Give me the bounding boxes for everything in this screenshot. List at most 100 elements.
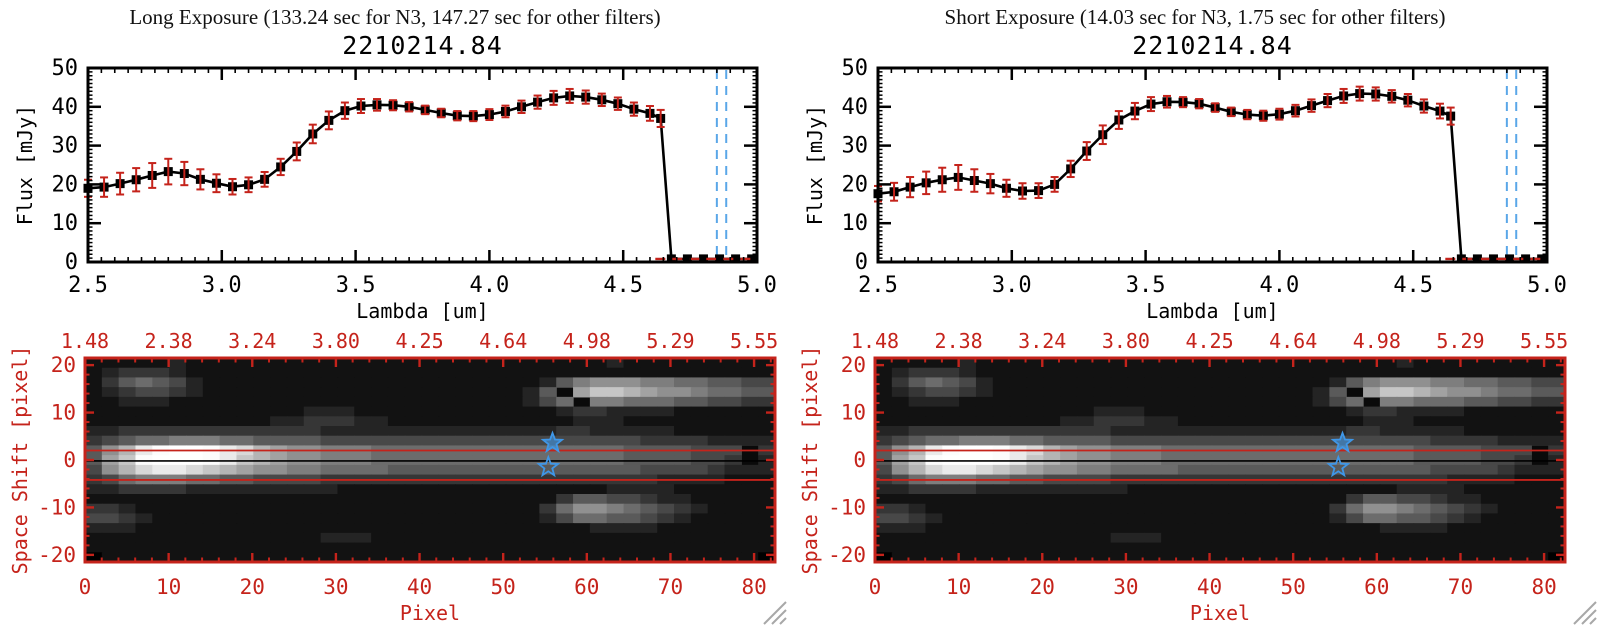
y-tick-label: 0 bbox=[855, 250, 868, 275]
data-point-marker bbox=[747, 254, 757, 264]
spectrum-plot: 2.5 3.0 3.5 4.0 4.5 5.0 0 10 20 30 40 50 Lambda [um]… bbox=[13, 56, 777, 323]
object-id-title: 2210214.84 bbox=[1132, 31, 1293, 60]
exposure-header: Short Exposure (14.03 sec for N3, 1.75 s… bbox=[944, 5, 1446, 29]
pixel-tick-label: 80 bbox=[741, 575, 766, 599]
pixel-tick-label: 0 bbox=[869, 575, 882, 599]
pixel-tick-label: 60 bbox=[1364, 575, 1389, 599]
x-tick-label: 3.5 bbox=[336, 273, 376, 298]
pixel-tick-label: 10 bbox=[156, 575, 181, 599]
top-wavelength-label: 5.55 bbox=[730, 329, 778, 353]
window-long-exposure: 2.5 3.0 3.5 4.0 4.5 5.0 0 10 20 30 40 50 Lambda [um]… bbox=[0, 0, 790, 630]
x-tick-label: 4.0 bbox=[1260, 273, 1300, 298]
window-resize-grip[interactable] bbox=[1573, 601, 1597, 625]
spectrum-plot: 2.5 3.0 3.5 4.0 4.5 5.0 0 10 20 30 40 50 Lambda [um]… bbox=[803, 56, 1567, 323]
pixel-tick-label: 20 bbox=[1030, 575, 1055, 599]
position-star-marker bbox=[1326, 454, 1351, 478]
shift-axis-title: Space Shift [pixel] bbox=[798, 346, 822, 575]
shift-tick-label: -10 bbox=[828, 495, 866, 519]
pixel-tick-label: 50 bbox=[491, 575, 516, 599]
data-point-marker bbox=[715, 254, 725, 264]
shift-axis-title: Space Shift [pixel] bbox=[8, 346, 32, 575]
pixel-tick-label: 70 bbox=[658, 575, 683, 599]
shift-tick-label: 0 bbox=[63, 448, 76, 472]
y-tick-label: 10 bbox=[842, 211, 869, 236]
x-tick-label: 5.0 bbox=[1527, 273, 1567, 298]
top-wavelength-label: 5.29 bbox=[1436, 329, 1484, 353]
data-point-marker bbox=[682, 254, 692, 264]
x-tick-label: 3.5 bbox=[1126, 273, 1166, 298]
data-point-marker bbox=[1537, 254, 1547, 264]
x-tick-label: 2.5 bbox=[858, 273, 898, 298]
y-tick-label: 0 bbox=[65, 250, 78, 275]
shift-tick-label: -20 bbox=[828, 543, 866, 567]
top-wavelength-label: 4.25 bbox=[1185, 329, 1233, 353]
pixel-tick-label: 50 bbox=[1281, 575, 1306, 599]
x-tick-label: 4.0 bbox=[470, 273, 510, 298]
x-tick-label: 4.5 bbox=[603, 273, 643, 298]
x-tick-label: 5.0 bbox=[737, 273, 777, 298]
shift-tick-label: 20 bbox=[51, 353, 76, 377]
top-wavelength-label: 5.29 bbox=[646, 329, 694, 353]
top-wavelength-label: 3.80 bbox=[1102, 329, 1150, 353]
pixel-tick-label: 40 bbox=[1197, 575, 1222, 599]
top-wavelength-label: 2.38 bbox=[145, 329, 193, 353]
y-tick-label: 50 bbox=[842, 56, 869, 81]
y-axis-title: Flux [mJy] bbox=[803, 105, 827, 225]
top-wavelength-label: 4.98 bbox=[563, 329, 611, 353]
top-wavelength-label: 3.24 bbox=[228, 329, 276, 353]
pixel-tick-label: 60 bbox=[574, 575, 599, 599]
shift-tick-label: 10 bbox=[841, 401, 866, 425]
pixel-tick-label: 20 bbox=[240, 575, 265, 599]
plots-canvas-long-exposure: 2.5 3.0 3.5 4.0 4.5 5.0 0 10 20 30 40 50 Lambda [um]… bbox=[8, 56, 787, 625]
pixel-axis-title: Pixel bbox=[1190, 601, 1250, 625]
window-resize-grip[interactable] bbox=[763, 601, 787, 625]
x-tick-label: 3.0 bbox=[202, 273, 242, 298]
shift-tick-label: 20 bbox=[841, 353, 866, 377]
top-wavelength-label: 4.64 bbox=[1269, 329, 1317, 353]
top-wavelength-label: 4.98 bbox=[1353, 329, 1401, 353]
pixel-tick-label: 40 bbox=[407, 575, 432, 599]
top-wavelength-label: 5.55 bbox=[1520, 329, 1568, 353]
x-tick-label: 3.0 bbox=[992, 273, 1032, 298]
pixel-tick-label: 30 bbox=[1113, 575, 1138, 599]
x-axis-title: Lambda [um] bbox=[356, 299, 488, 323]
y-tick-label: 30 bbox=[842, 134, 869, 159]
shift-tick-label: -20 bbox=[38, 543, 76, 567]
y-tick-label: 50 bbox=[52, 56, 79, 81]
data-point-marker bbox=[1472, 254, 1482, 264]
y-tick-label: 30 bbox=[52, 134, 79, 159]
window-short-exposure: 2.5 3.0 3.5 4.0 4.5 5.0 0 10 20 30 40 50 Lambda [um]… bbox=[790, 0, 1600, 630]
pixel-tick-label: 70 bbox=[1448, 575, 1473, 599]
x-tick-label: 2.5 bbox=[68, 273, 108, 298]
plot-frame bbox=[876, 66, 1549, 264]
shift-tick-label: -10 bbox=[38, 495, 76, 519]
pixel-tick-label: 0 bbox=[79, 575, 92, 599]
exposure-header: Long Exposure (133.24 sec for N3, 147.27… bbox=[129, 5, 661, 29]
position-star-marker bbox=[536, 454, 561, 478]
x-tick-label: 4.5 bbox=[1393, 273, 1433, 298]
data-point-marker bbox=[1521, 254, 1531, 264]
object-id-title: 2210214.84 bbox=[342, 31, 503, 60]
pixel-tick-label: 80 bbox=[1531, 575, 1556, 599]
pixel-tick-label: 30 bbox=[323, 575, 348, 599]
data-point-marker bbox=[731, 254, 741, 264]
y-tick-label: 20 bbox=[52, 172, 79, 197]
spatial-image-panel: 1.48 2.38 3.24 3.80 4.25 4.64 4.98 5.29 5.55 0 10 2… bbox=[798, 329, 1568, 625]
top-wavelength-label: 4.25 bbox=[395, 329, 443, 353]
plot-frame bbox=[86, 66, 759, 264]
y-axis-title: Flux [mJy] bbox=[13, 105, 37, 225]
shift-tick-label: 0 bbox=[853, 448, 866, 472]
position-star-marker bbox=[1330, 430, 1355, 454]
data-point-marker bbox=[1456, 254, 1466, 264]
top-wavelength-label: 3.80 bbox=[312, 329, 360, 353]
pixel-tick-label: 10 bbox=[946, 575, 971, 599]
y-tick-label: 40 bbox=[842, 95, 869, 120]
y-tick-label: 40 bbox=[52, 95, 79, 120]
spatial-image-panel: 1.48 2.38 3.24 3.80 4.25 4.64 4.98 5.29 5.55 0 10 2… bbox=[8, 329, 778, 625]
pixel-axis-title: Pixel bbox=[400, 601, 460, 625]
y-tick-label: 20 bbox=[842, 172, 869, 197]
shift-tick-label: 10 bbox=[51, 401, 76, 425]
top-wavelength-label: 2.38 bbox=[935, 329, 983, 353]
data-point-marker bbox=[1505, 254, 1515, 264]
